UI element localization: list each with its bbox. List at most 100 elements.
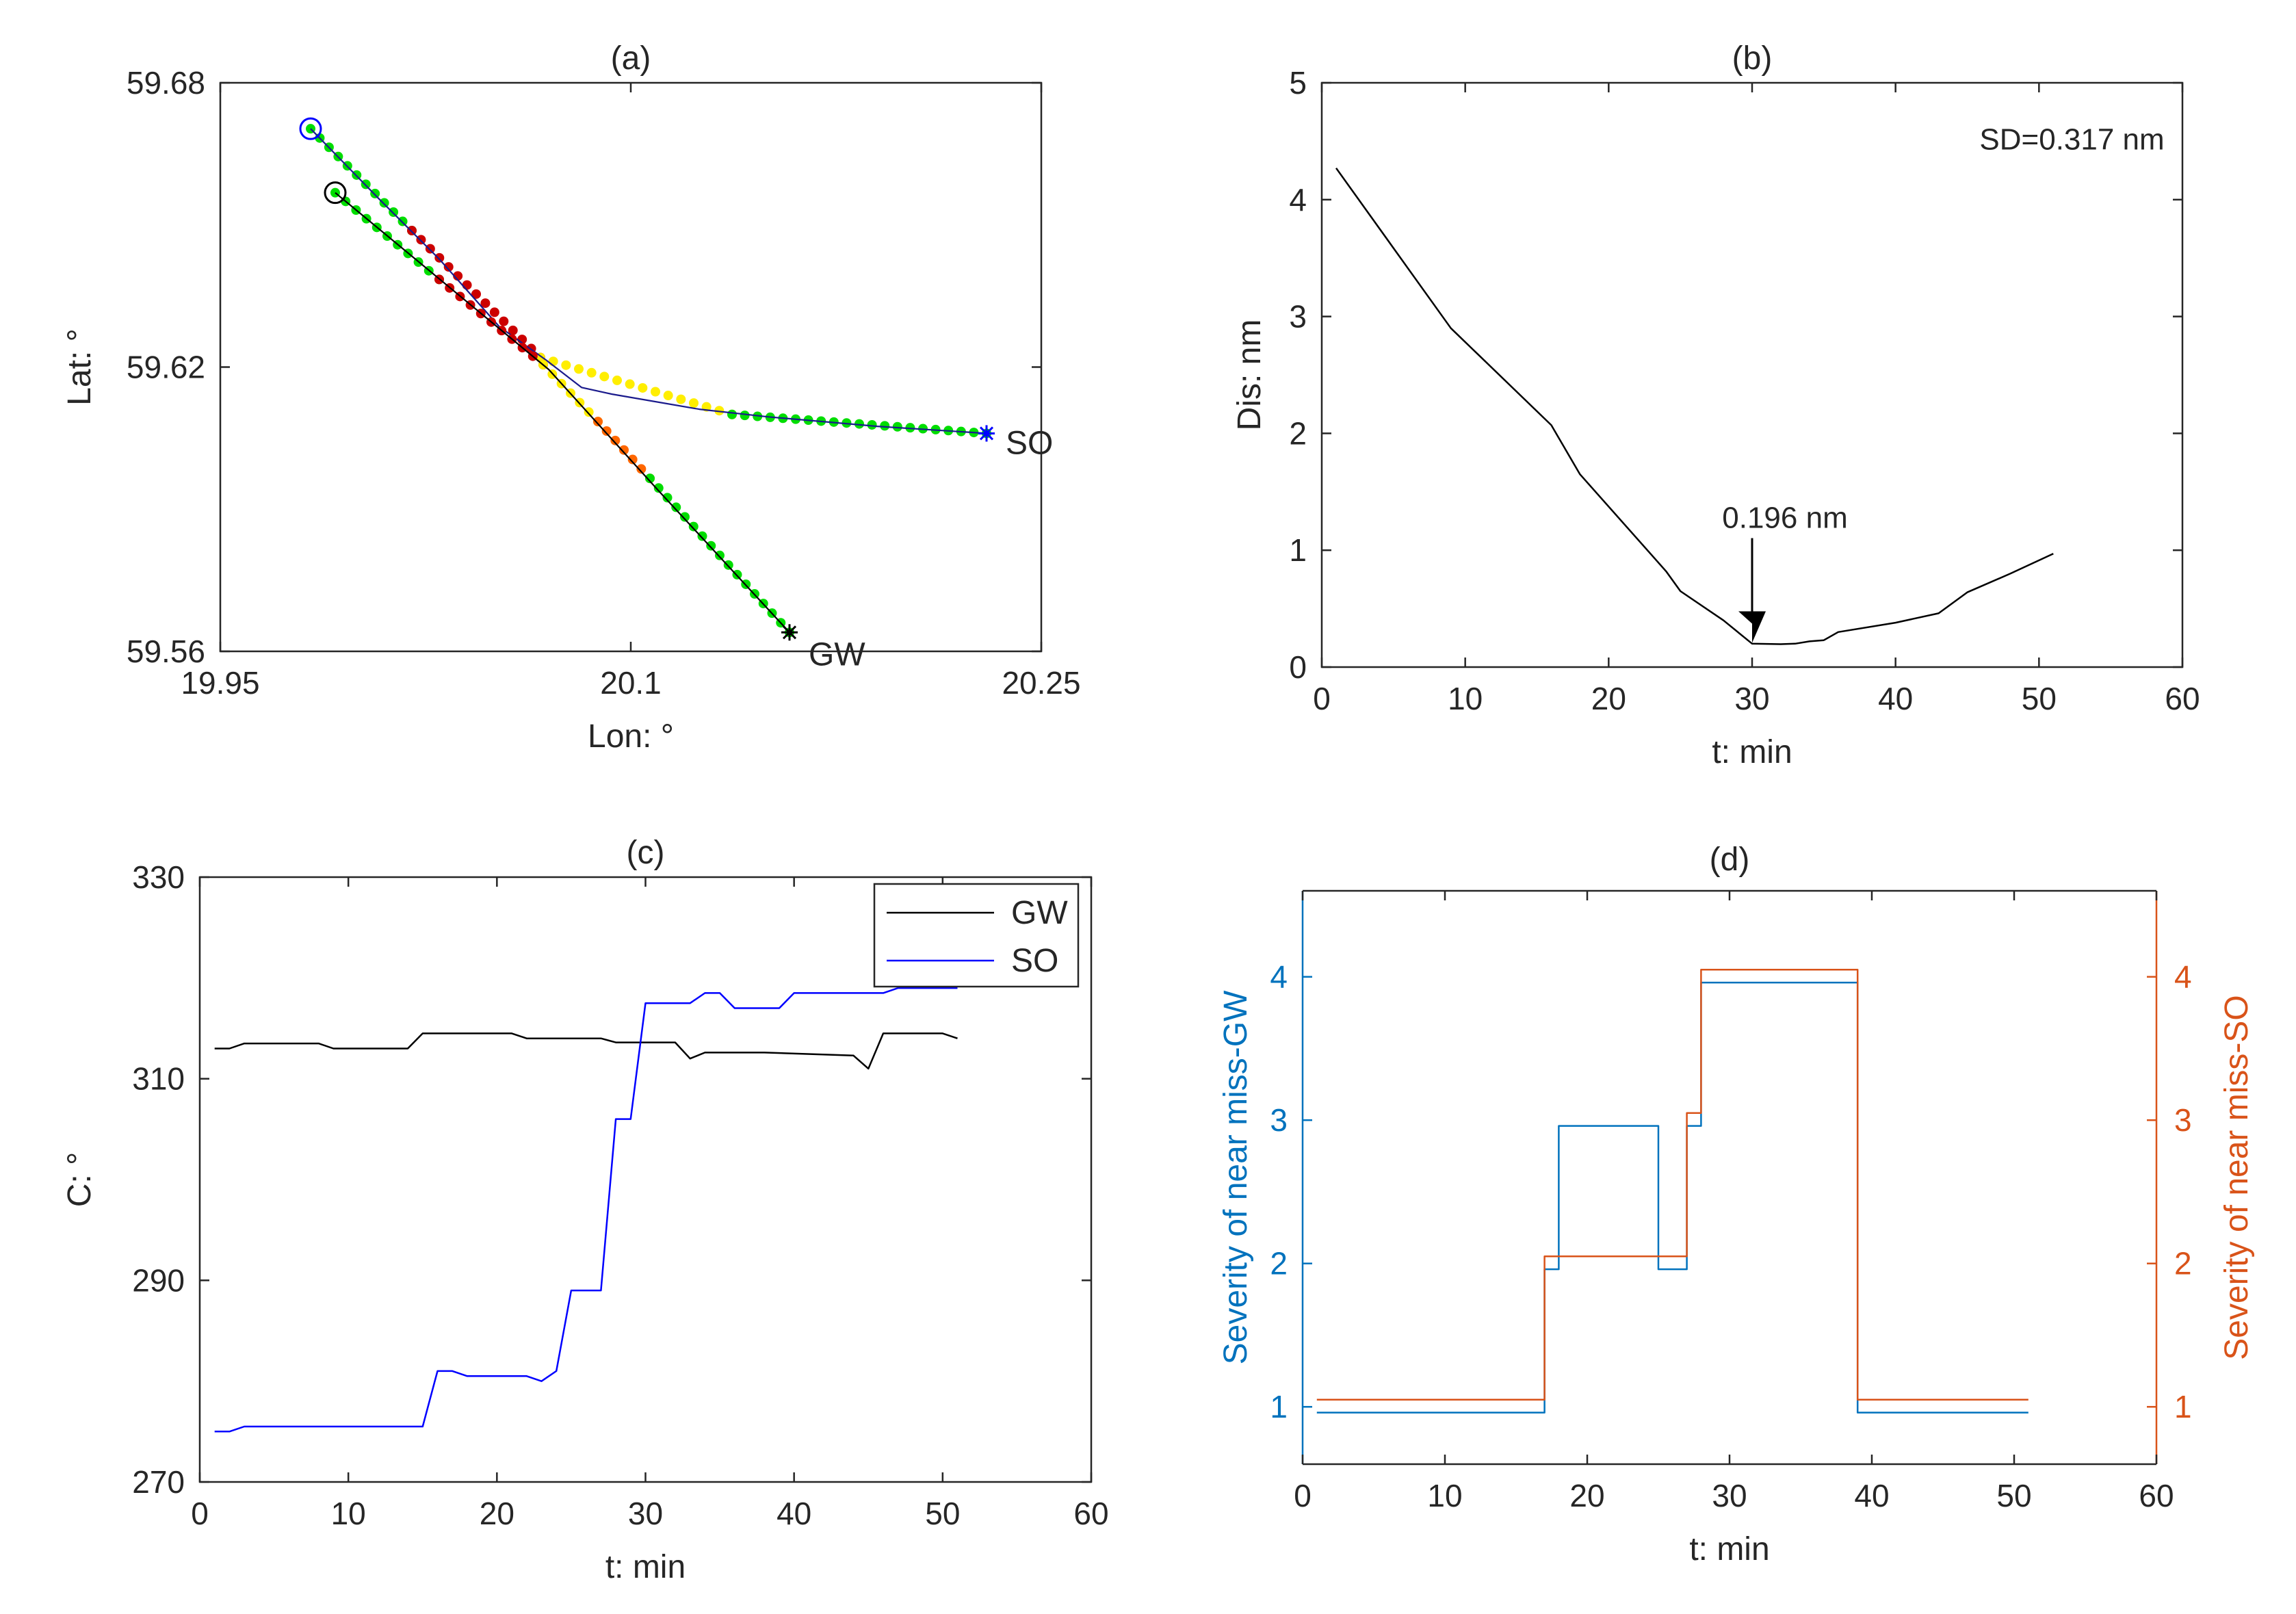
y-tick-label: 0	[1289, 649, 1307, 685]
course-line-so	[214, 987, 958, 1433]
y-right-tick-label: 2	[2174, 1246, 2192, 1281]
legend-box	[873, 883, 1080, 988]
trajectory-point-so	[471, 289, 481, 299]
trajectory-point-so	[727, 409, 737, 419]
x-tick-label: 20.1	[600, 665, 662, 701]
x-tick-label: 50	[2022, 681, 2057, 716]
trajectory-point-gw	[584, 407, 594, 417]
x-tick-label: 60	[2139, 1478, 2174, 1513]
y-tick-label: 2	[1289, 415, 1307, 451]
y-tick-label: 2	[1270, 1246, 1288, 1281]
y-tick-label: 1	[1270, 1389, 1288, 1424]
sd-textbox: SD=0.317 nm	[1979, 122, 2164, 156]
trajectory-point-so	[443, 262, 454, 272]
panel-d-severity: (d) 0 10 20 30 40 50 60 1 2 3 4 1 2 3 4 t: min Severity o…	[1218, 842, 2255, 1567]
y-right-tick-label: 4	[2174, 959, 2192, 995]
x-tick-label: 40	[777, 1496, 811, 1531]
trajectory-point-so	[499, 316, 509, 326]
x-tick-label: 10	[1448, 681, 1483, 716]
severity-stairs-so	[1316, 968, 2028, 1401]
panel-c-xlabel: t: min	[605, 1549, 686, 1585]
trajectory-point-gw	[653, 483, 664, 493]
course-line-gw	[214, 1032, 958, 1070]
end-marker-gw	[781, 624, 798, 641]
severity-stairs-gw	[1316, 981, 2028, 1414]
vessel-label-so: SO	[1006, 425, 1053, 461]
distance-line	[1335, 167, 2054, 645]
start-marker-gw	[324, 181, 347, 205]
trajectory-point-so	[663, 391, 673, 401]
panel-b-distance: (b) 0 10 20 30 40 50 60 0 1 2 3 4 5 t: min Dis: nm SD=0.…	[1231, 40, 2200, 770]
x-tick-label: 20	[1591, 681, 1626, 716]
trajectory-point-so	[489, 307, 499, 317]
x-tick-label: 40	[1854, 1478, 1889, 1513]
x-tick-label: 30	[1734, 681, 1769, 716]
trajectory-point-so	[625, 379, 635, 389]
y-tick-label: 1	[1289, 532, 1307, 568]
trajectory-point-so	[434, 252, 445, 263]
trajectory-point-so	[480, 298, 491, 309]
panel-c-course: (c) 0 10 20 30 40 50 60 270 290 310 330 t: min C: ° GW…	[62, 835, 1109, 1585]
trajectory-point-gw	[593, 417, 603, 427]
trajectory-point-gw	[662, 493, 673, 503]
x-tick-label: 0	[191, 1496, 209, 1531]
y-tick-label: 3	[1289, 299, 1307, 335]
trajectory-point-so	[880, 421, 890, 431]
y-tick-label: 310	[132, 1061, 185, 1097]
panel-b-xlabel: t: min	[1712, 734, 1792, 770]
trajectory-point-so	[599, 372, 610, 382]
y-tick-label: 59.56	[127, 634, 205, 669]
panel-c-title: (c)	[627, 835, 665, 871]
trajectory-point-so	[714, 406, 725, 416]
y-tick-label: 4	[1270, 959, 1288, 995]
trajectory-point-so	[638, 382, 648, 393]
trajectory-point-gw	[706, 541, 716, 551]
trajectory-line-so	[310, 128, 987, 434]
trajectory-point-so	[689, 398, 699, 408]
start-marker-so	[299, 117, 322, 140]
trajectory-point-so	[389, 207, 399, 217]
trajectory-point-gw	[636, 464, 647, 474]
panel-d-xlabel: t: min	[1689, 1531, 1769, 1567]
trajectory-point-so	[574, 364, 584, 374]
trajectory-point-so	[397, 216, 408, 226]
trajectory-point-so	[425, 244, 435, 254]
end-marker-so	[978, 425, 995, 442]
trajectory-point-gw	[601, 426, 612, 436]
panel-a-ylabel: Lat: °	[62, 328, 98, 406]
trajectory-point-so	[462, 280, 472, 290]
trajectory-point-gw	[723, 560, 733, 570]
panel-b-ylabel: Dis: nm	[1231, 320, 1268, 431]
trajectory-point-so	[855, 419, 864, 429]
trajectory-point-so	[676, 394, 686, 404]
x-tick-label: 50	[925, 1496, 960, 1531]
x-tick-label: 60	[1073, 1496, 1108, 1531]
x-tick-label: 30	[1712, 1478, 1747, 1513]
y-right-tick-label: 3	[2174, 1102, 2192, 1138]
panel-b-title: (b)	[1732, 40, 1773, 77]
y-tick-label: 330	[132, 859, 185, 895]
trajectory-point-gw	[619, 445, 629, 455]
y-tick-label: 4	[1289, 182, 1307, 218]
trajectory-point-so	[379, 198, 389, 208]
trajectory-point-gw	[697, 531, 707, 541]
panel-a-xlabel: Lon: °	[588, 718, 674, 755]
end-marker-stroke	[979, 426, 994, 441]
panel-d-title: (d)	[1710, 842, 1750, 878]
y-right-tick-label: 1	[2174, 1389, 2192, 1424]
x-tick-label: 30	[628, 1496, 663, 1531]
trajectory-point-gw	[645, 473, 655, 484]
trajectory-point-so	[561, 360, 571, 370]
trajectory-point-so	[867, 419, 877, 430]
panel-a-title: (a)	[611, 40, 651, 77]
trajectory-point-gw	[688, 521, 699, 532]
trajectory-point-gw	[671, 502, 681, 512]
trajectory-line-gw	[335, 192, 790, 634]
y-tick-label: 59.62	[127, 350, 205, 385]
trajectory-point-gw	[610, 435, 621, 445]
trajectory-point-so	[612, 375, 622, 385]
panel-c-ylabel: C: °	[62, 1152, 98, 1208]
trajectory-point-so	[370, 188, 380, 198]
y-tick-label: 5	[1289, 65, 1307, 101]
vessel-label-gw: GW	[809, 636, 865, 673]
